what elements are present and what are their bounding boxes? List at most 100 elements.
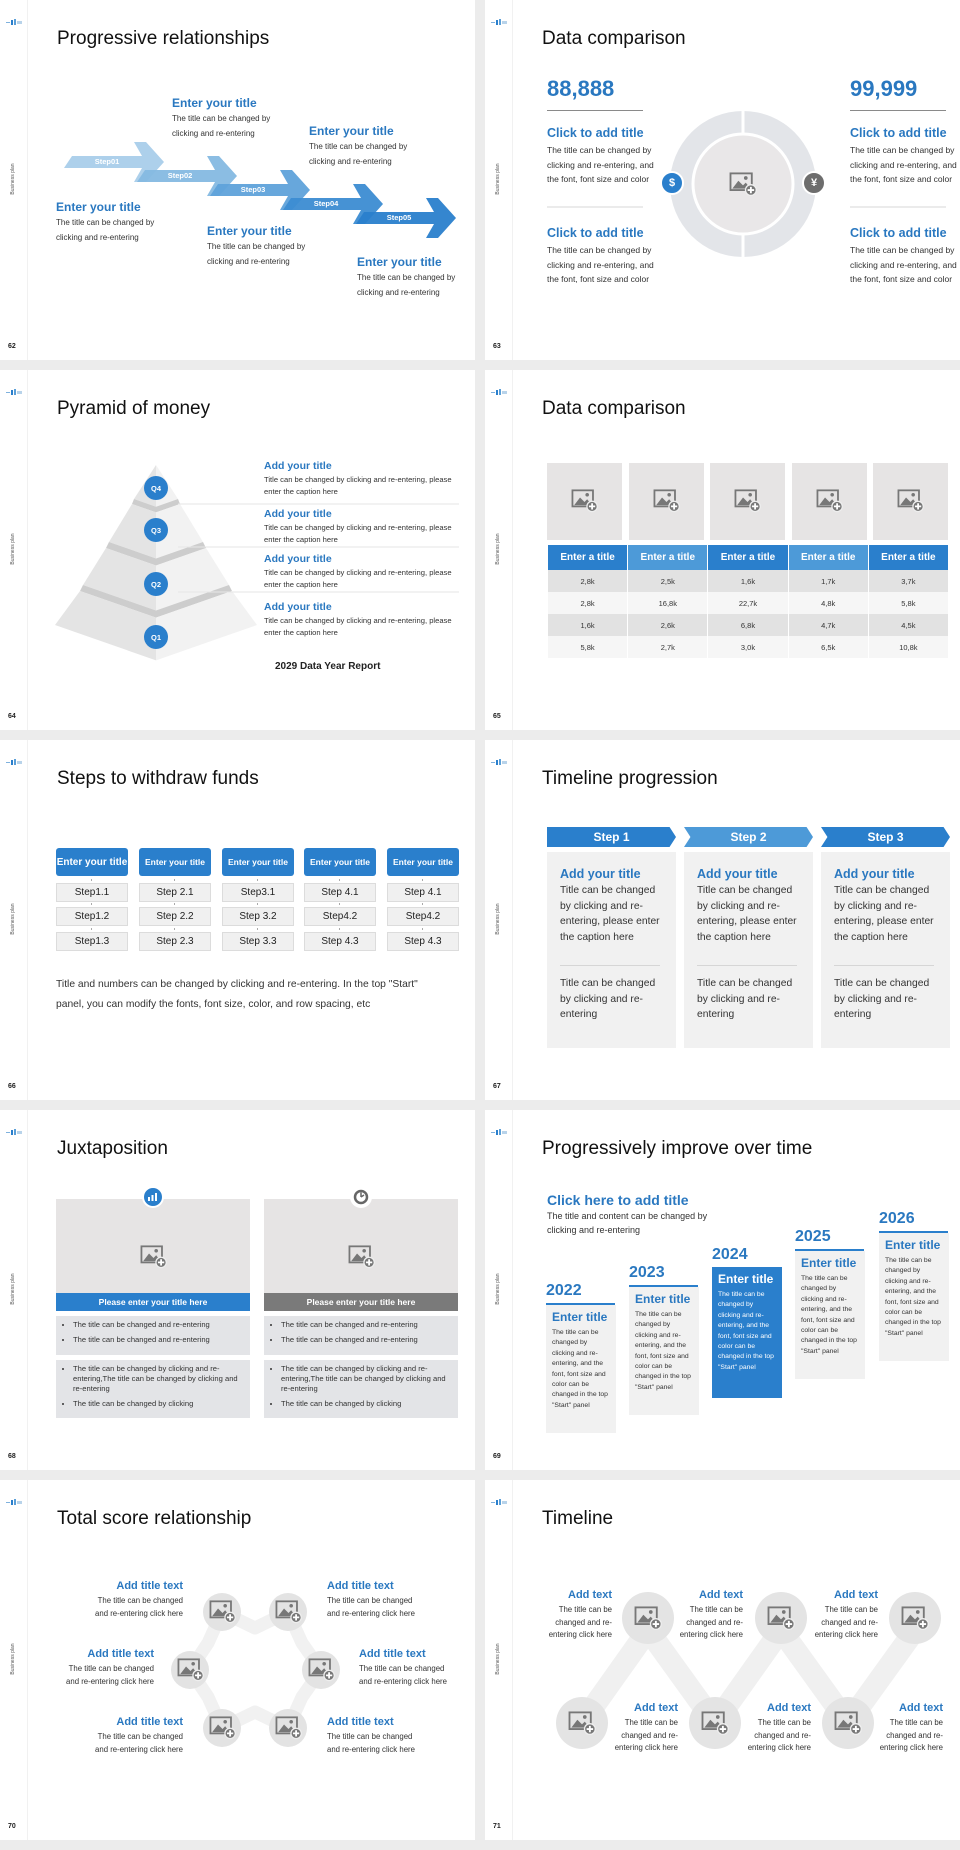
block-title[interactable]: Add title text [327,1716,394,1728]
year-card[interactable]: Enter title The title can be changed by cli… [879,1233,949,1361]
block-title[interactable]: Click to add title [547,126,644,140]
step-box[interactable]: Step 4.1 [387,883,459,902]
step-box[interactable]: Step4.2 [304,907,376,926]
slide-title[interactable]: Progressive relationships [57,28,270,49]
section-heading[interactable]: Click here to add title [547,1192,689,1208]
image-placeholder-icon[interactable] [634,1606,662,1631]
block-title[interactable]: Enter your title [357,255,442,269]
step-arrow[interactable]: Step 1 [547,827,676,847]
block-title[interactable]: Enter title [635,1292,691,1306]
step-box[interactable]: Step1.1 [56,883,128,902]
image-placeholder-icon[interactable] [140,1245,167,1269]
block-title[interactable]: Click to add title [547,226,644,240]
slide-64[interactable]: Business plan 64 Pyramid of money Q4 Q3 Q2 Q1 A… [0,370,475,730]
image-placeholder[interactable] [547,463,622,540]
image-placeholder-icon[interactable] [348,1245,375,1269]
block-title[interactable]: Enter your title [207,224,292,238]
block-title[interactable]: Enter your title [172,96,257,110]
block-title[interactable]: Enter title [552,1310,608,1324]
block-title[interactable]: Add title text [359,1648,426,1660]
block-title[interactable]: Add title text [116,1580,183,1592]
step-box[interactable]: Step 4.3 [304,932,376,951]
step-box[interactable]: Step4.2 [387,907,459,926]
block-title[interactable]: Add your title [264,460,332,472]
block-title[interactable]: Add text [634,1702,678,1714]
step-arrow[interactable]: Step 3 [821,827,950,847]
table-header[interactable]: Enter a title [708,545,788,570]
block-title[interactable]: Enter title [885,1238,941,1252]
block-title[interactable]: Click to add title [850,126,947,140]
slide-65[interactable]: Business plan 65 Data comparison Enter a ti… [485,370,960,730]
block-title[interactable]: Add text [568,1589,612,1601]
image-placeholder-icon[interactable] [275,1716,302,1740]
block-title[interactable]: Add title text [116,1716,183,1728]
image-placeholder[interactable] [629,463,704,540]
table-header[interactable]: Enter a title [548,545,628,570]
title-banner[interactable]: Please enter your title here [264,1293,458,1311]
slide-title[interactable]: Steps to withdraw funds [57,768,259,789]
slide-title[interactable]: Pyramid of money [57,398,211,419]
year-card[interactable]: Enter title The title can be changed by cli… [795,1251,865,1379]
block-title[interactable]: Add title text [87,1648,154,1660]
image-placeholder[interactable] [264,1199,458,1293]
slide-title[interactable]: Data comparison [542,28,686,49]
image-placeholder-icon[interactable] [701,1711,729,1736]
slide-title[interactable]: Total score relationship [57,1508,252,1529]
year-card[interactable]: Enter title The title can be changed by cli… [629,1287,699,1415]
column-header[interactable]: Enter your title [304,848,376,876]
column-header[interactable]: Enter your title [139,848,211,876]
image-placeholder-icon[interactable] [734,489,761,513]
step-box[interactable]: Step 3.2 [222,907,294,926]
image-placeholder-icon[interactable] [275,1600,302,1624]
block-title[interactable]: Enter your title [309,124,394,138]
block-title[interactable]: Click to add title [850,226,947,240]
step-box[interactable]: Step3.1 [222,883,294,902]
step-box[interactable]: Step 4.3 [387,932,459,951]
title-banner[interactable]: Please enter your title here [56,1293,250,1311]
image-placeholder-icon[interactable] [816,489,843,513]
block-title[interactable]: Add text [767,1702,811,1714]
image-placeholder-icon[interactable] [571,489,598,513]
block-title[interactable]: Add your title [264,601,332,613]
slide-69[interactable]: Business plan 69 Progressively improve ove… [485,1110,960,1470]
slide-71[interactable]: Business plan 71 Timeline Add text The title… [485,1480,960,1840]
image-placeholder-icon[interactable] [767,1606,795,1631]
image-placeholder[interactable] [792,463,867,540]
column-header[interactable]: Enter your title [222,848,294,876]
image-placeholder[interactable] [710,463,785,540]
step-box[interactable]: Step1.3 [56,932,128,951]
step-arrow[interactable]: Step 2 [684,827,813,847]
step-box[interactable]: Step 4.1 [304,883,376,902]
image-placeholder-icon[interactable] [897,489,924,513]
image-placeholder-icon[interactable] [653,489,680,513]
slide-62[interactable]: Business plan 62 Progressive relationships… [0,0,475,360]
image-placeholder-icon[interactable] [177,1658,204,1682]
table-header[interactable]: Enter a title [868,545,948,570]
step-box[interactable]: Step 2.2 [139,907,211,926]
year-card[interactable]: Enter title The title can be changed by cli… [546,1305,616,1433]
slide-70[interactable]: Business plan 70 Total score relationship A… [0,1480,475,1840]
image-placeholder-icon[interactable] [568,1711,596,1736]
step-box[interactable]: Step 3.3 [222,932,294,951]
table-header[interactable]: Enter a title [788,545,868,570]
image-placeholder-icon[interactable] [834,1711,862,1736]
slide-66[interactable]: Business plan 66 Steps to withdraw funds En… [0,740,475,1100]
block-title[interactable]: Enter your title [56,200,141,214]
image-placeholder-icon[interactable] [209,1716,236,1740]
step-box[interactable]: Step1.2 [56,907,128,926]
slide-63[interactable]: Business plan 63 Data comparison $ ¥88,888 Cl… [485,0,960,360]
column-header[interactable]: Enter your title [387,848,459,876]
image-placeholder-icon[interactable] [209,1600,236,1624]
block-title[interactable]: Enter title [801,1256,857,1270]
step-box[interactable]: Step 2.1 [139,883,211,902]
year-card[interactable]: Enter title The title can be changed by cli… [712,1267,782,1398]
block-title[interactable]: Add your title [264,553,332,565]
image-placeholder-icon[interactable] [901,1606,929,1631]
slide-title[interactable]: Timeline [542,1508,614,1529]
slide-title[interactable]: Timeline progression [542,768,718,789]
slide-68[interactable]: Business plan 68 Juxtaposition Please enter… [0,1110,475,1470]
block-title[interactable]: Add your title [560,867,641,881]
block-title[interactable]: Add your title [834,867,915,881]
block-title[interactable]: Add your title [697,867,778,881]
image-placeholder[interactable] [56,1199,250,1293]
